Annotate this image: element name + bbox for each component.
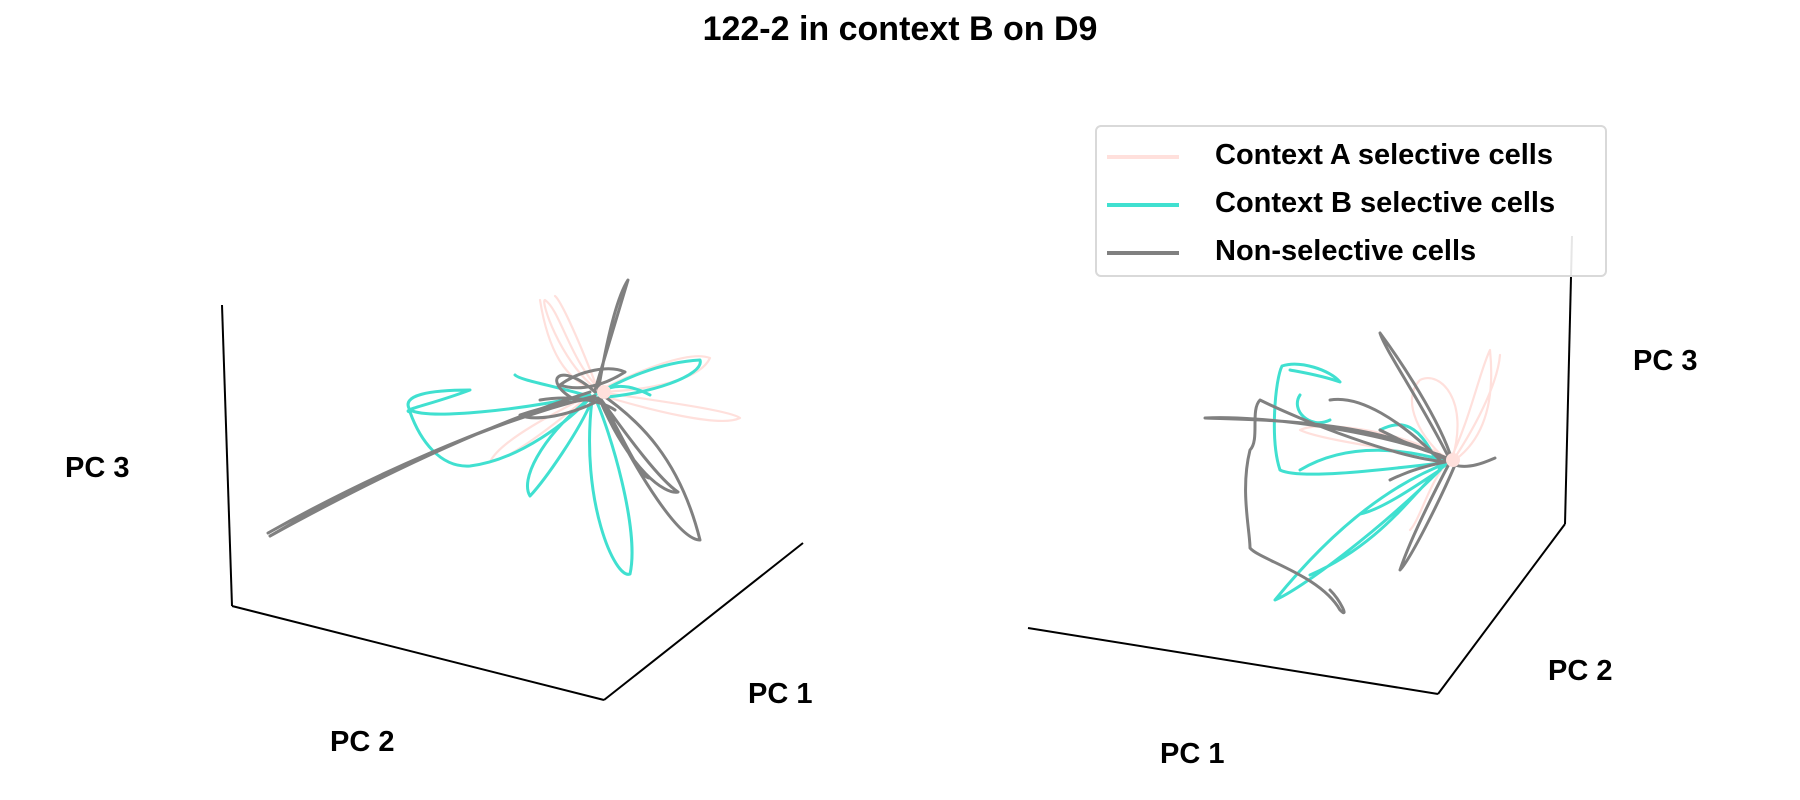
start-point-marker xyxy=(1446,453,1460,467)
trajectory-line xyxy=(1295,393,1442,472)
right-zlabel: PC 3 xyxy=(1633,345,1698,377)
trajectory-line xyxy=(1272,362,1452,602)
legend-label-non-selective: Non-selective cells xyxy=(1215,235,1477,267)
left-xlabel: PC 1 xyxy=(748,678,813,710)
start-point-marker xyxy=(597,385,611,399)
trajectory-line xyxy=(488,298,742,464)
left-axis-pc1 xyxy=(603,542,804,701)
left-ylabel: PC 2 xyxy=(330,726,395,758)
trajectory-line xyxy=(538,367,627,412)
legend-swatch-non-selective xyxy=(1107,251,1179,255)
right-panel-trajectories xyxy=(1203,331,1502,614)
legend-item-context-a: Context A selective cells xyxy=(1107,137,1602,177)
chart-title: 122-2 in context B on D9 xyxy=(702,10,1098,48)
legend-swatch-context-b xyxy=(1107,203,1179,207)
legend-item-non-selective: Non-selective cells xyxy=(1107,233,1602,273)
right-panel-axes xyxy=(1027,235,1573,695)
left-panel-trajectories xyxy=(266,278,742,576)
trajectory-line xyxy=(1328,397,1447,482)
left-panel-axes xyxy=(221,304,804,701)
right-ylabel: PC 2 xyxy=(1548,655,1613,687)
trajectory-line xyxy=(406,358,702,576)
legend-label-context-a: Context A selective cells xyxy=(1215,139,1553,171)
left-axis-pc2 xyxy=(231,605,605,701)
trajectory-line xyxy=(1298,348,1502,532)
trajectory-line xyxy=(266,390,597,538)
right-axis-pc2 xyxy=(1437,523,1566,695)
legend: Context A selective cells Context B sele… xyxy=(1095,125,1607,277)
right-xlabel: PC 1 xyxy=(1160,738,1225,770)
legend-swatch-context-a xyxy=(1107,155,1179,159)
left-axis-pc3 xyxy=(221,304,233,607)
trajectory-line xyxy=(1203,331,1497,614)
legend-label-context-b: Context B selective cells xyxy=(1215,187,1556,219)
right-axis-pc3 xyxy=(1564,235,1573,525)
left-zlabel: PC 3 xyxy=(65,452,130,484)
legend-item-context-b: Context B selective cells xyxy=(1107,185,1602,225)
trajectory-line xyxy=(518,278,702,542)
right-axis-pc1 xyxy=(1027,627,1439,695)
